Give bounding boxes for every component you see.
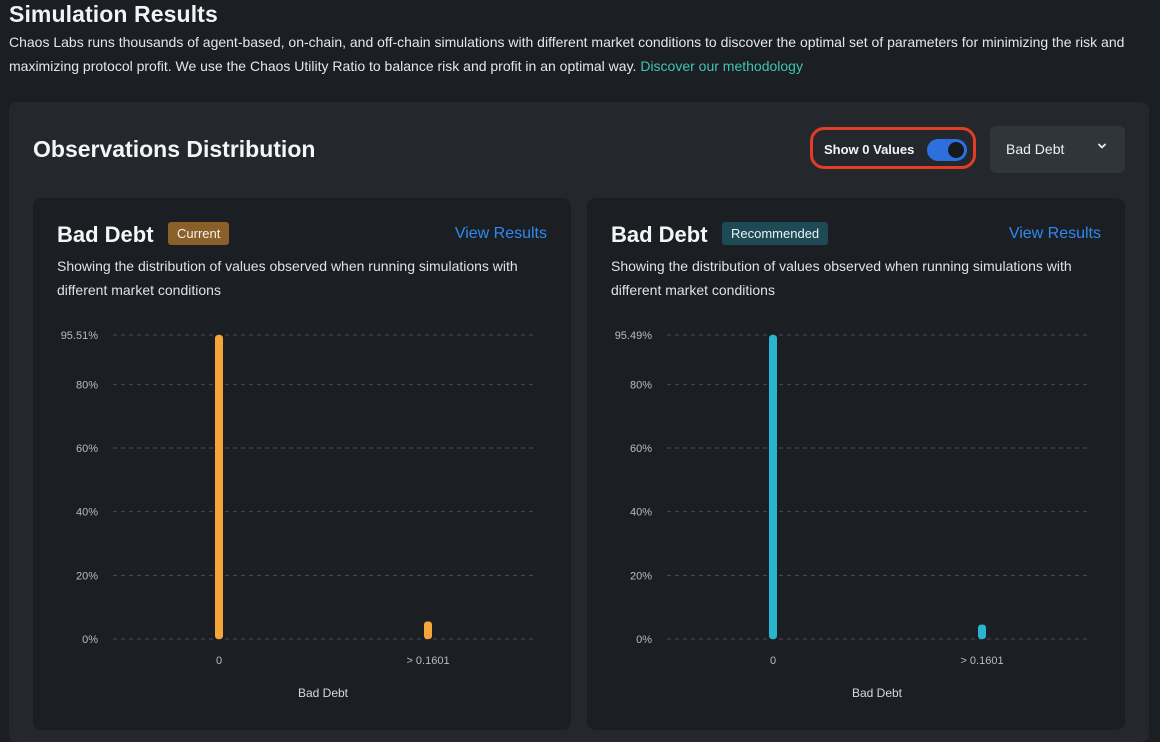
- bar-above-threshold: [424, 621, 432, 639]
- x-axis-title: Bad Debt: [298, 686, 349, 700]
- methodology-link[interactable]: Discover our methodology: [640, 57, 803, 74]
- intro-paragraph: Chaos Labs runs thousands of agent-based…: [9, 31, 1149, 78]
- y-tick-label: 0%: [82, 634, 98, 646]
- switch-knob: [948, 142, 964, 158]
- bad-debt-current-chart: 0% 20% 40% 60% 80% 95.51% 0 > 0.1601 Bad Debt: [61, 330, 533, 700]
- show-zero-values-switch[interactable]: [927, 139, 967, 161]
- recommended-badge: Recommended: [722, 222, 829, 245]
- view-results-link[interactable]: View Results: [1008, 225, 1101, 242]
- bar-zero: [215, 335, 223, 639]
- bad-debt-recommended-chart: 0% 20% 40% 60% 80% 95.49% 0 > 0.1601 Bad Debt: [615, 330, 1087, 700]
- y-tick-label: 20%: [76, 570, 98, 582]
- toggle-label: Show 0 Values: [824, 142, 915, 157]
- observations-panel: Observations Distribution Show 0 Values …: [9, 102, 1149, 742]
- x-axis-title: Bad Debt: [852, 686, 903, 700]
- y-tick-label: 40%: [76, 507, 98, 519]
- current-card: Bad Debt Current View Results Showing th…: [33, 198, 571, 730]
- metric-select-value: Bad Debt: [1006, 141, 1065, 157]
- chevron-down-icon: [1098, 143, 1106, 149]
- recommended-card: Bad Debt Recommended View Results Showin…: [587, 198, 1125, 730]
- card-title: Bad Debt: [57, 222, 154, 247]
- card-description: Showing the distribution of values obser…: [57, 258, 518, 298]
- current-badge: Current: [168, 222, 230, 245]
- metric-select[interactable]: Bad Debt: [990, 126, 1125, 173]
- bar-above-threshold: [978, 624, 986, 639]
- y-tick-label: 80%: [76, 379, 98, 391]
- intro-text: Chaos Labs runs thousands of agent-based…: [9, 34, 1125, 74]
- y-tick-label: 60%: [630, 443, 652, 455]
- bar-zero: [769, 335, 777, 639]
- page-title: Simulation Results: [9, 1, 218, 27]
- show-zero-values-toggle-group: Show 0 Values: [810, 127, 976, 169]
- y-tick-label: 40%: [630, 507, 652, 519]
- panel-title: Observations Distribution: [33, 136, 316, 162]
- y-tick-label: 95.49%: [615, 330, 653, 342]
- x-tick-label: 0: [770, 655, 776, 667]
- view-results-link[interactable]: View Results: [454, 225, 547, 242]
- card-description: Showing the distribution of values obser…: [611, 258, 1072, 298]
- y-tick-label: 20%: [630, 570, 652, 582]
- y-tick-label: 60%: [76, 443, 98, 455]
- x-tick-label: > 0.1601: [406, 655, 449, 667]
- x-tick-label: > 0.1601: [960, 655, 1003, 667]
- y-tick-label: 80%: [630, 379, 652, 391]
- y-tick-label: 95.51%: [61, 330, 99, 342]
- card-title: Bad Debt: [611, 222, 708, 247]
- y-tick-label: 0%: [636, 634, 652, 646]
- x-tick-label: 0: [216, 655, 222, 667]
